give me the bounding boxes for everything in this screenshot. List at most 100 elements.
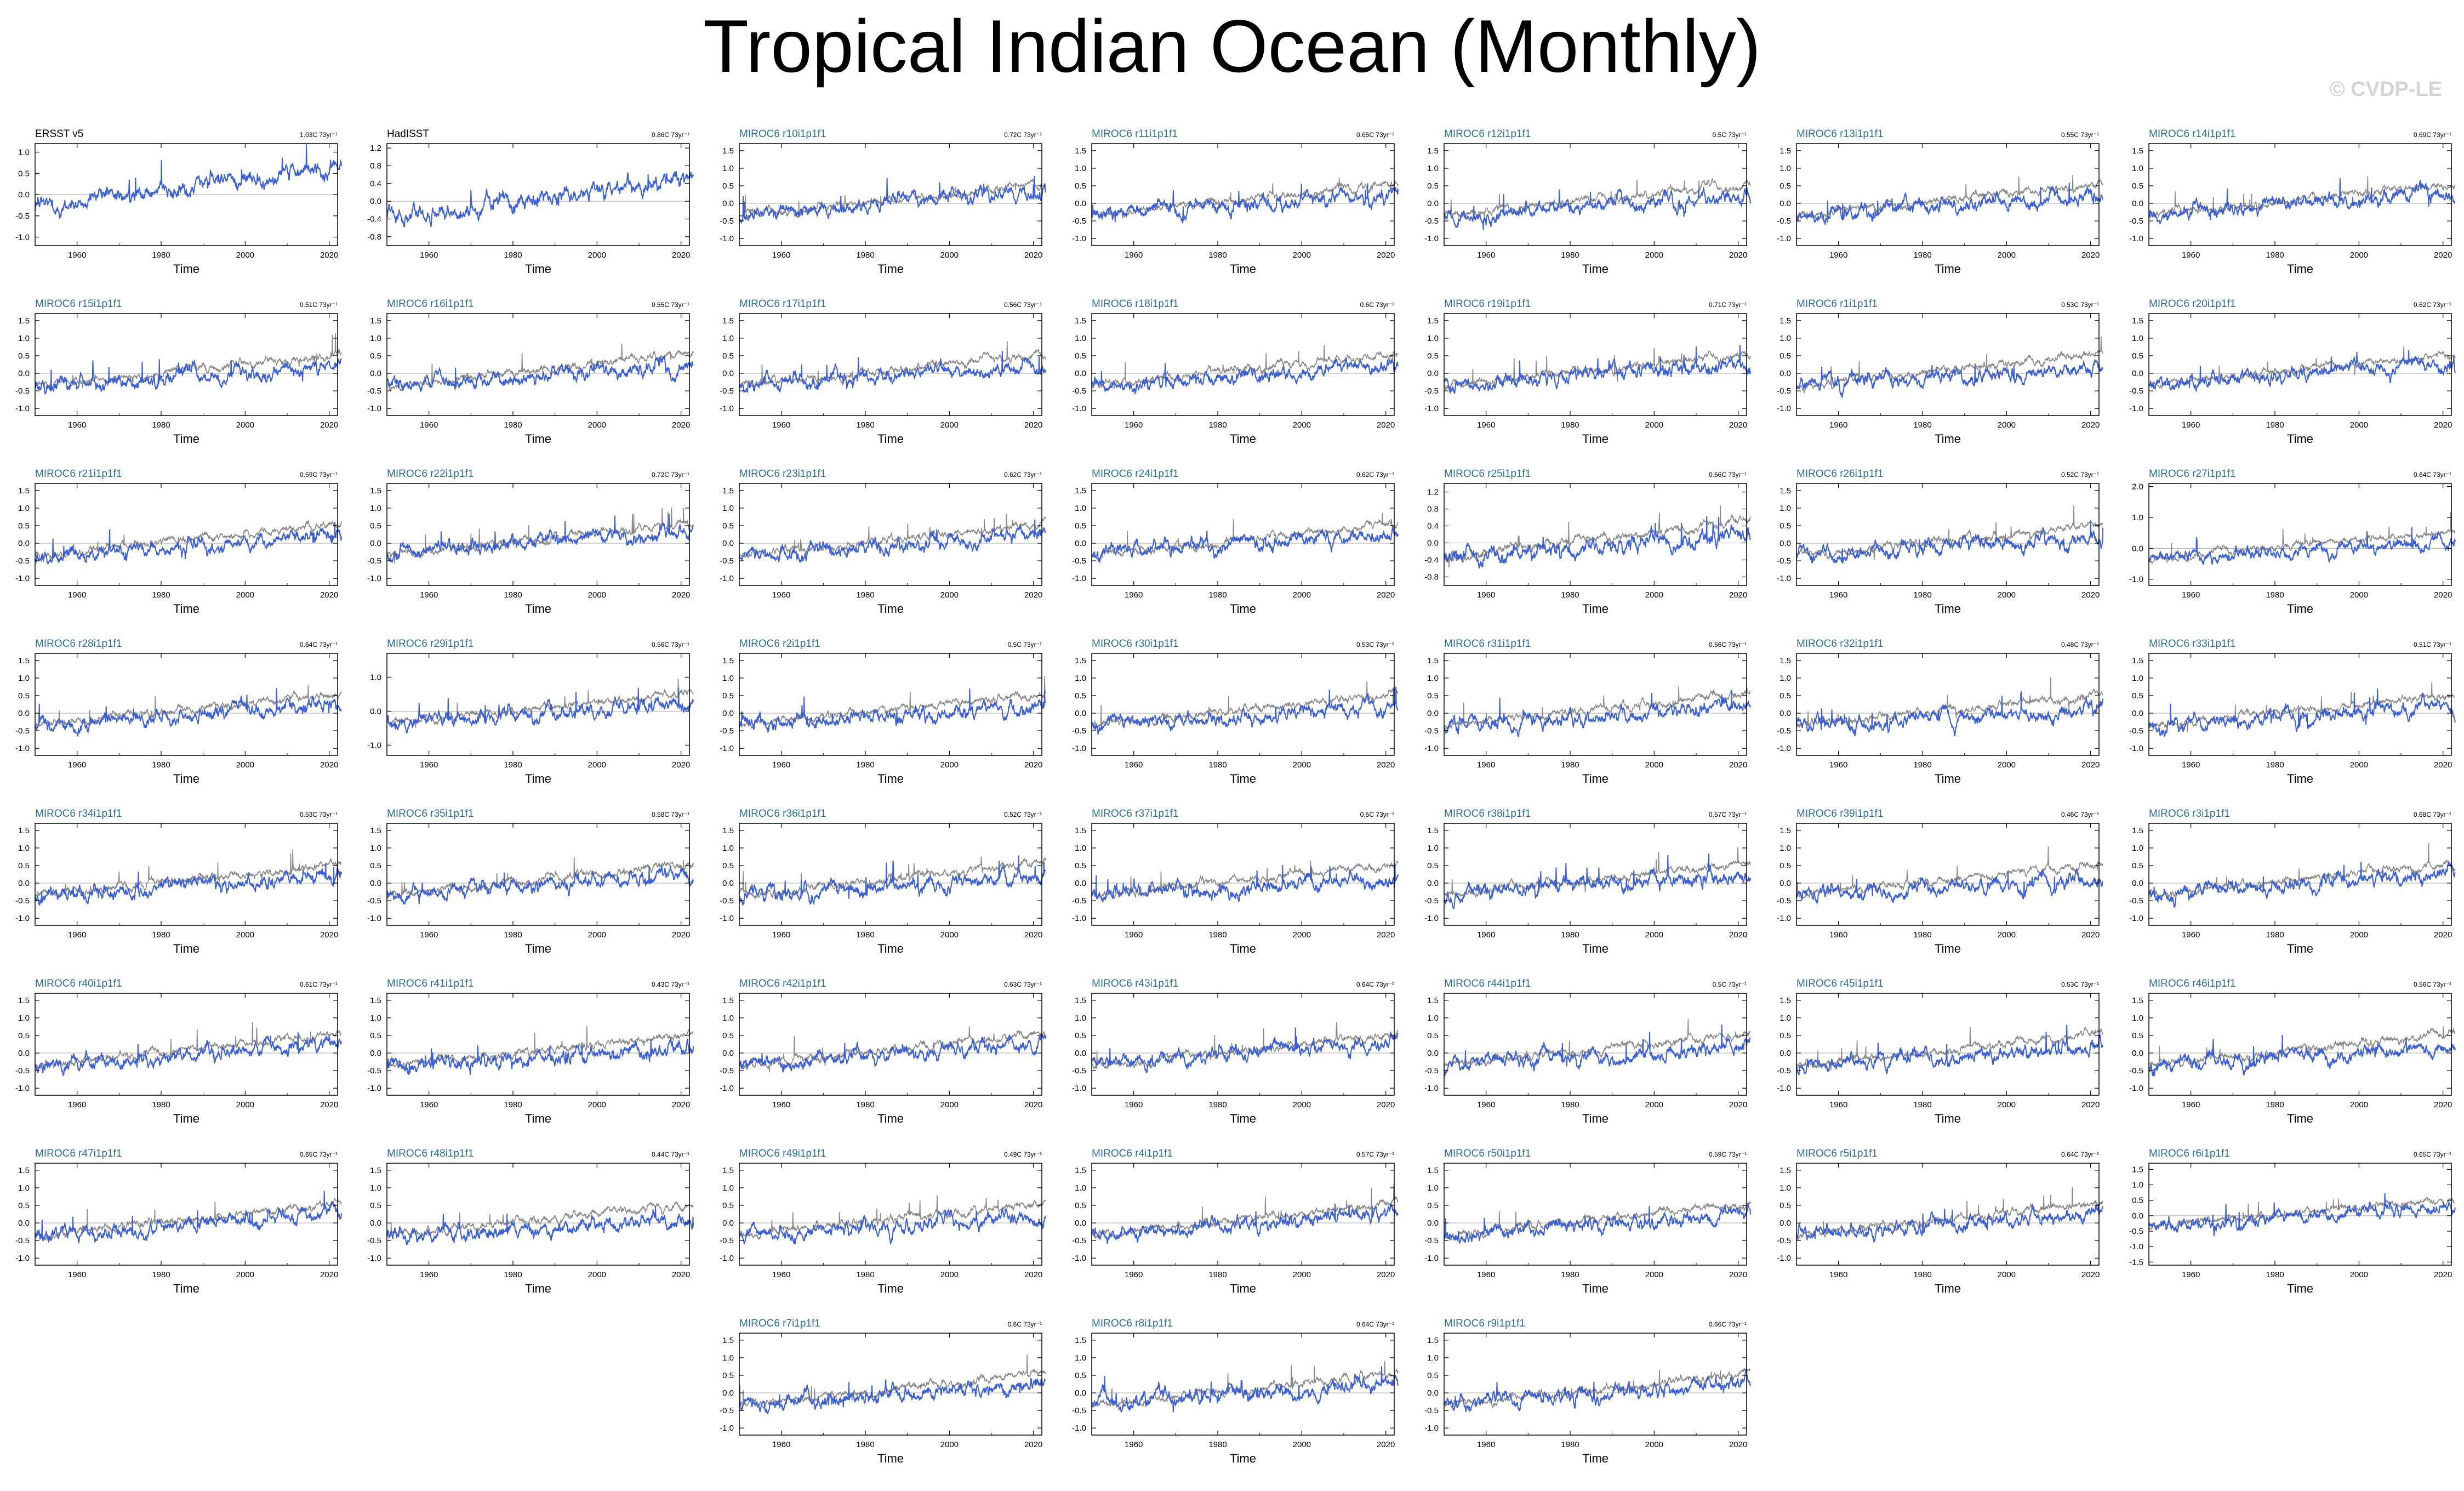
panel-title: MIROC6 r45i1p1f1 bbox=[1796, 978, 1883, 989]
x-tick-label: 1980 bbox=[152, 1100, 170, 1109]
series-line bbox=[739, 1033, 1046, 1073]
panel-title: MIROC6 r21i1p1f1 bbox=[35, 468, 122, 480]
panel-title: MIROC6 r16i1p1f1 bbox=[387, 298, 474, 310]
y-tick-label: 0.0 bbox=[722, 709, 734, 718]
series-line bbox=[1796, 1025, 2103, 1075]
plot-frame bbox=[1796, 1163, 2100, 1266]
chart-panel: MIROC6 r34i1p1f1 0.53C 73yr⁻¹ 1.5 1.0 0.5 0.0… bbox=[0, 796, 352, 966]
y-tick-label: 0.0 bbox=[1075, 879, 1086, 888]
x-axis-label: Time bbox=[173, 942, 199, 955]
y-tick-label: -1.0 bbox=[1777, 1254, 1791, 1263]
y-tick-label: -0.5 bbox=[367, 1066, 381, 1075]
series-line bbox=[739, 855, 1046, 906]
obs-series-line bbox=[1091, 681, 1399, 729]
x-tick-label: 1980 bbox=[856, 760, 874, 770]
x-tick-label: 2020 bbox=[320, 1270, 338, 1279]
panel-svg: MIROC6 r2i1p1f1 0.5C 73yr⁻¹ 1.5 1.0 0.5 0.0 -0… bbox=[720, 638, 1046, 786]
panel-title: MIROC6 r19i1p1f1 bbox=[1444, 298, 1531, 310]
y-tick-label: -1.0 bbox=[1424, 234, 1439, 243]
x-tick-label: 1980 bbox=[2266, 420, 2284, 430]
x-tick-label: 2000 bbox=[236, 930, 254, 940]
y-tick-label: -1.0 bbox=[1424, 744, 1439, 753]
y-tick-label: -0.5 bbox=[15, 1236, 30, 1245]
x-tick-label: 2020 bbox=[1024, 420, 1042, 430]
panel-title: MIROC6 r22i1p1f1 bbox=[387, 468, 474, 480]
plot-frame bbox=[1796, 483, 2100, 586]
y-tick-label: 0.0 bbox=[1779, 879, 1791, 888]
y-tick-label: -1.0 bbox=[1072, 1424, 1086, 1433]
obs-series-line bbox=[739, 676, 1046, 730]
panel-title: MIROC6 r10i1p1f1 bbox=[739, 128, 826, 140]
panel-svg: MIROC6 r36i1p1f1 0.52C 73yr⁻¹ 1.5 1.0 0.5 0.0… bbox=[720, 808, 1046, 955]
y-tick-label: -1.0 bbox=[1777, 1084, 1791, 1093]
x-tick-label: 1980 bbox=[1913, 420, 1931, 430]
y-tick-label: 1.0 bbox=[1779, 504, 1791, 513]
plot-frame bbox=[739, 143, 1042, 246]
plot-frame bbox=[2148, 313, 2452, 416]
x-tick-label: 1960 bbox=[68, 760, 86, 770]
plot-frame bbox=[739, 1163, 1042, 1266]
y-tick-label: 0.0 bbox=[1779, 1219, 1791, 1228]
y-tick-label: 0.0 bbox=[370, 539, 381, 548]
panel-title: MIROC6 r20i1p1f1 bbox=[2149, 298, 2235, 310]
y-tick-label: 1.5 bbox=[2132, 996, 2143, 1005]
panel-trend: 0.44C 73yr⁻¹ bbox=[652, 1151, 689, 1158]
plot-frame bbox=[1444, 313, 1747, 416]
y-tick-label: 1.0 bbox=[1075, 164, 1086, 173]
y-tick-label: 0.0 bbox=[722, 369, 734, 378]
x-tick-label: 2020 bbox=[2081, 251, 2100, 260]
chart-panel: MIROC6 r14i1p1f1 0.69C 73yr⁻¹ 1.5 1.0 0.5 0.0… bbox=[2114, 116, 2464, 286]
y-tick-label: 0.5 bbox=[1427, 691, 1439, 701]
x-tick-label: 1960 bbox=[420, 1270, 438, 1279]
y-tick-label: 0.5 bbox=[1427, 1031, 1439, 1040]
y-tick-label: 1.5 bbox=[722, 316, 734, 326]
series-line bbox=[1091, 1366, 1399, 1414]
y-tick-label: 0.5 bbox=[2132, 181, 2143, 191]
x-axis-label: Time bbox=[1230, 772, 1256, 786]
x-tick-label: 1980 bbox=[2266, 760, 2284, 770]
y-tick-label: -1.0 bbox=[1777, 404, 1791, 413]
panel-svg: MIROC6 r18i1p1f1 0.6C 73yr⁻¹ 1.5 1.0 0.5 0.0 -… bbox=[1072, 298, 1399, 446]
panel-title: MIROC6 r9i1p1f1 bbox=[1444, 1318, 1525, 1329]
series-line bbox=[35, 521, 342, 565]
x-axis-label: Time bbox=[877, 432, 904, 446]
y-tick-label: 1.5 bbox=[370, 486, 381, 496]
y-tick-label: -1.0 bbox=[15, 1084, 30, 1093]
x-tick-label: 2000 bbox=[1645, 251, 1663, 260]
panel-trend: 0.46C 73yr⁻¹ bbox=[2061, 811, 2099, 818]
panel-svg: MIROC6 r48i1p1f1 0.44C 73yr⁻¹ 1.5 1.0 0.5 0.0… bbox=[367, 1148, 694, 1295]
y-tick-label: 0.0 bbox=[370, 197, 381, 206]
x-axis-label: Time bbox=[877, 1282, 904, 1295]
panel-trend: 0.53C 73yr⁻¹ bbox=[2061, 301, 2099, 309]
y-tick-label: 0.5 bbox=[2132, 691, 2143, 701]
page-title: Tropical Indian Ocean (Monthly) bbox=[703, 4, 1761, 88]
y-tick-label: -1.0 bbox=[15, 914, 30, 923]
panel-trend: 0.48C 73yr⁻¹ bbox=[2061, 641, 2099, 648]
x-tick-label: 2000 bbox=[236, 251, 254, 260]
panel-trend: 0.71C 73yr⁻¹ bbox=[1709, 301, 1747, 309]
x-tick-label: 2000 bbox=[940, 1100, 959, 1109]
y-tick-label: 0.5 bbox=[1779, 861, 1791, 870]
x-axis-label: Time bbox=[1582, 432, 1609, 446]
panel-trend: 0.53C 73yr⁻¹ bbox=[1356, 641, 1394, 648]
x-tick-label: 1960 bbox=[1829, 930, 1847, 940]
y-tick-label: 1.0 bbox=[1427, 1014, 1439, 1023]
y-tick-label: 0.5 bbox=[1075, 691, 1086, 701]
y-tick-label: 1.5 bbox=[2132, 316, 2143, 326]
x-tick-label: 2020 bbox=[2081, 930, 2100, 940]
y-tick-label: 1.0 bbox=[1779, 1014, 1791, 1023]
obs-series-line bbox=[1796, 1187, 2103, 1241]
plot-frame bbox=[739, 823, 1042, 926]
panel-svg: MIROC6 r10i1p1f1 0.72C 73yr⁻¹ 1.5 1.0 0.5 0.0… bbox=[720, 128, 1046, 276]
x-tick-label: 1960 bbox=[2182, 930, 2200, 940]
y-tick-label: -1.0 bbox=[1072, 1254, 1086, 1263]
x-tick-label: 2020 bbox=[672, 590, 690, 600]
panel-title: MIROC6 r46i1p1f1 bbox=[2149, 978, 2235, 989]
obs-series-line bbox=[1091, 178, 1399, 219]
chart-panel: MIROC6 r45i1p1f1 0.53C 73yr⁻¹ 1.5 1.0 0.5 0.0… bbox=[1761, 966, 2113, 1136]
y-tick-label: -0.5 bbox=[720, 386, 734, 396]
plot-frame bbox=[386, 1163, 690, 1266]
y-tick-label: 1.0 bbox=[1427, 334, 1439, 343]
y-tick-label: 1.0 bbox=[18, 334, 30, 343]
x-tick-label: 1960 bbox=[1477, 760, 1495, 770]
